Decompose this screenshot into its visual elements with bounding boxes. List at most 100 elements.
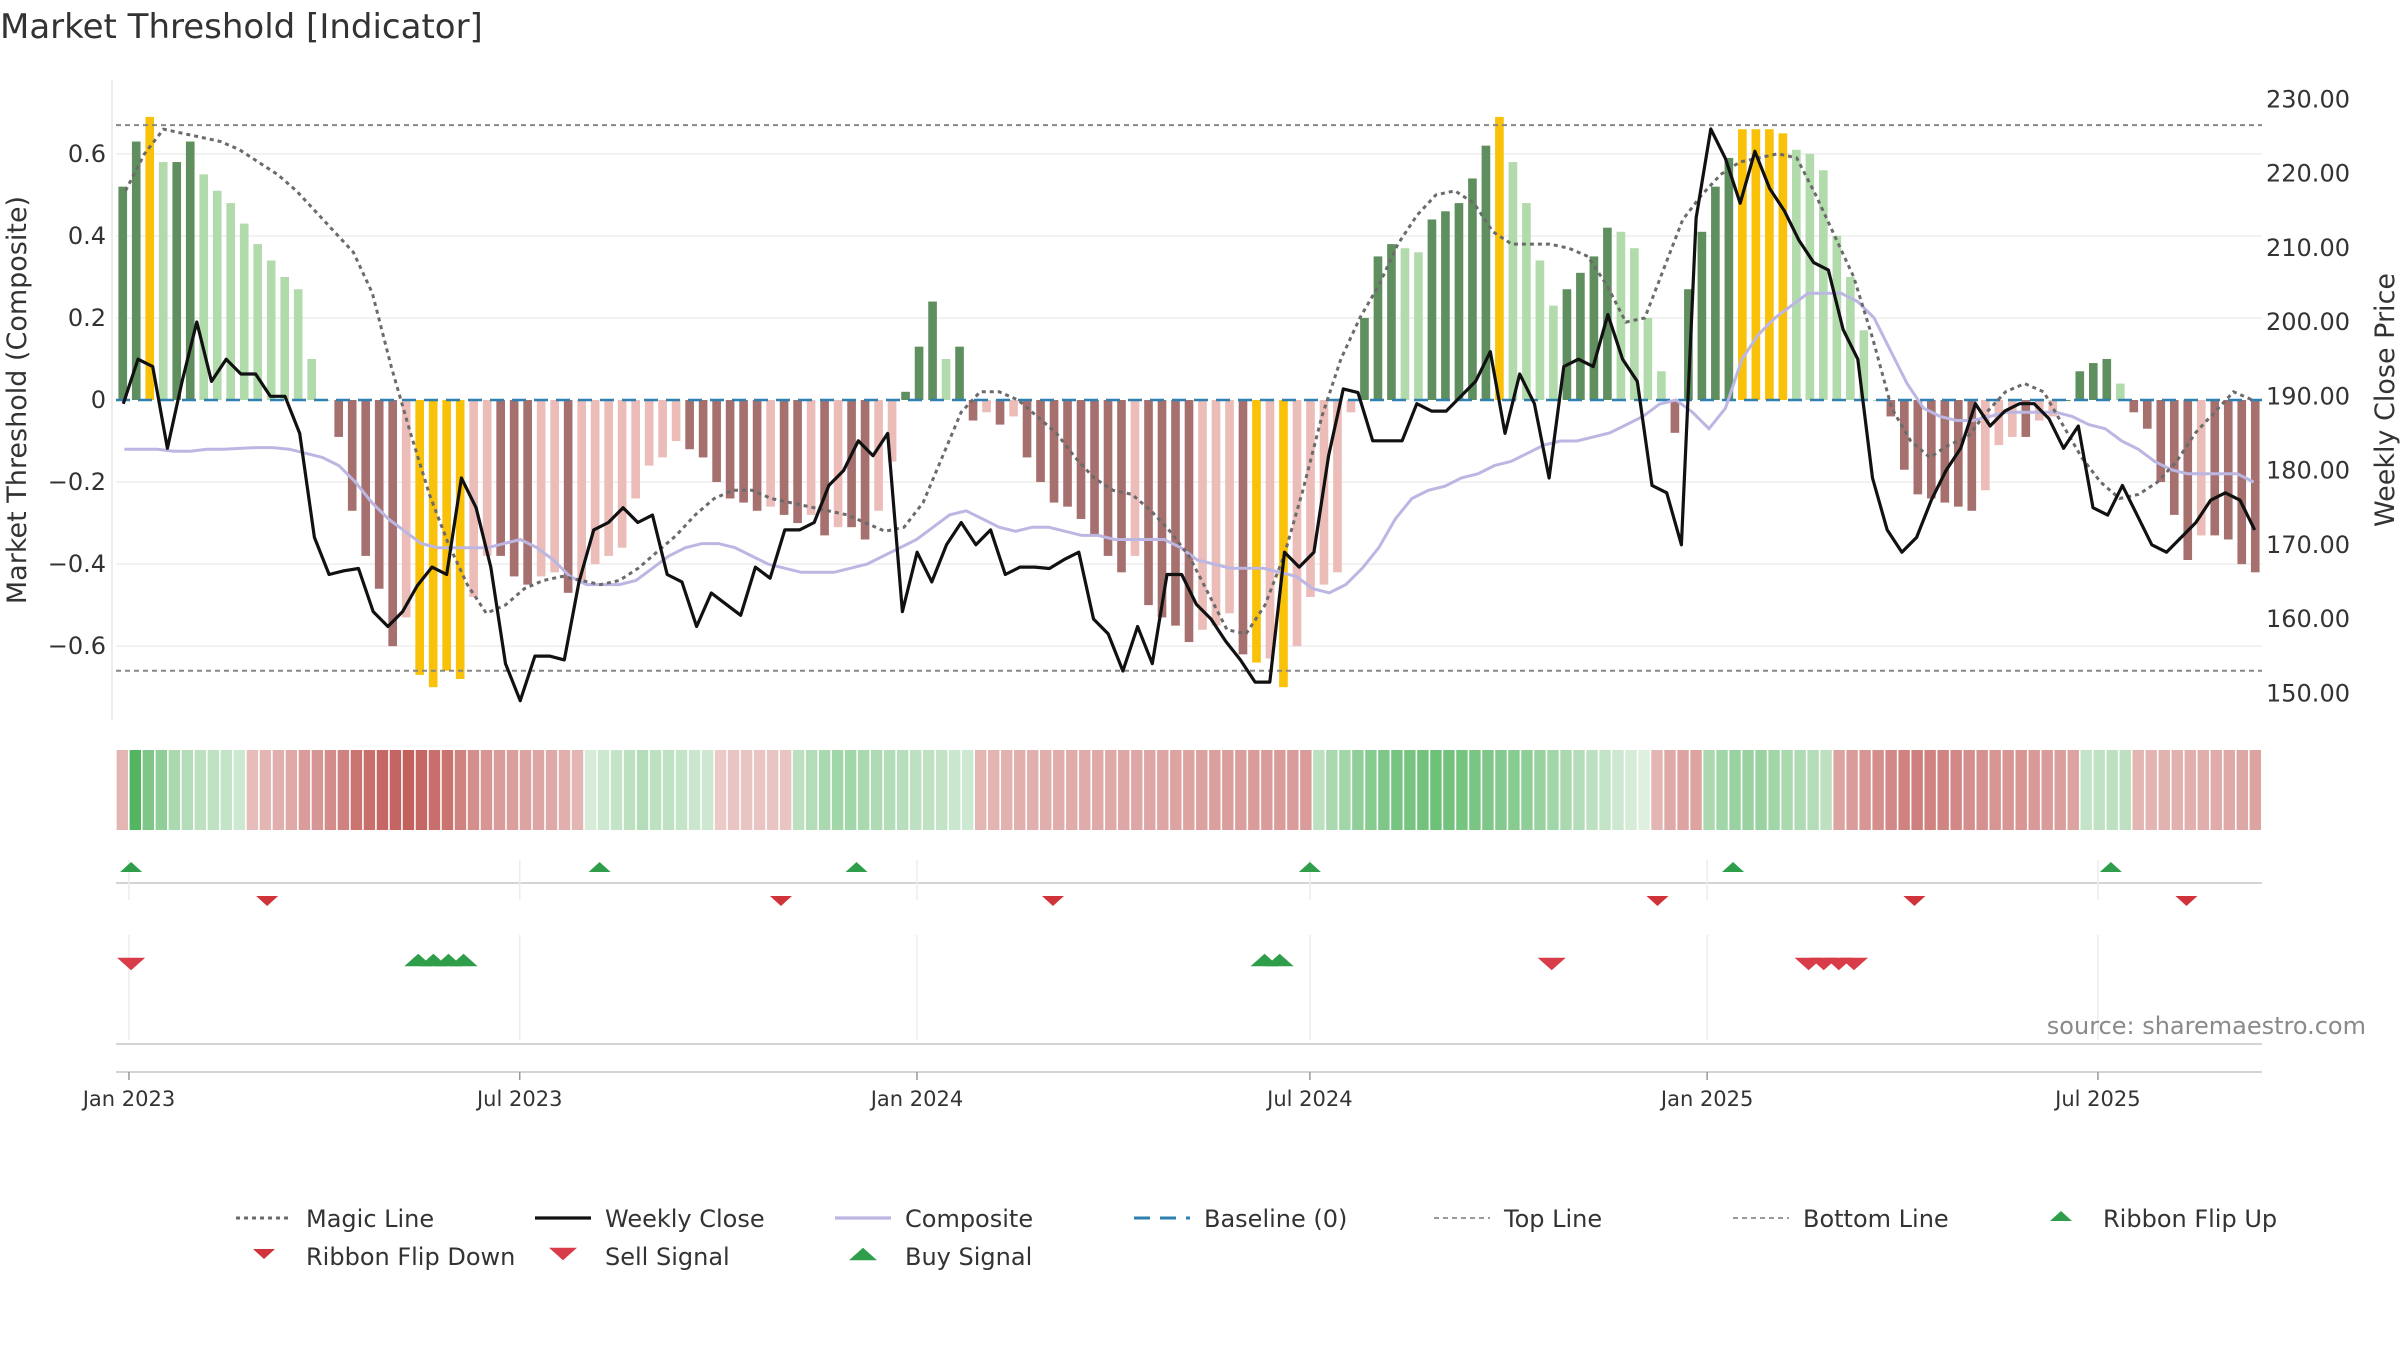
composite-bar: [631, 400, 640, 499]
right-axis-label: Weekly Close Price: [2370, 273, 2400, 527]
ribbon-cell: [1742, 750, 1754, 830]
composite-bar: [199, 174, 209, 400]
ribbon-cell: [1612, 750, 1624, 830]
ribbon-cell: [909, 750, 922, 830]
composite-bar: [401, 400, 411, 618]
ribbon-cell: [701, 750, 714, 830]
ribbon-cell: [1469, 750, 1481, 830]
composite-bar: [293, 289, 303, 400]
composite-bar: [145, 116, 155, 400]
ribbon-cell: [1664, 750, 1676, 830]
ribbon-flip-down-marker: [1646, 896, 1669, 906]
ribbon-cell: [922, 750, 935, 830]
x-tick-label: Jan 2025: [1659, 1087, 1754, 1111]
ribbon-flip-up-marker: [1722, 862, 1745, 872]
ribbon-cell: [1716, 750, 1728, 830]
left-tick-label: −0.6: [48, 632, 106, 660]
legend-label: Baseline (0): [1204, 1205, 1347, 1233]
legend-item: Baseline (0): [1134, 1205, 1347, 1233]
composite-bar: [644, 400, 654, 466]
composite-bar: [469, 400, 478, 597]
ribbon-cell: [831, 750, 844, 830]
ribbon-cell: [1456, 750, 1468, 830]
composite-bar: [2102, 358, 2112, 400]
composite-bar: [1306, 400, 1315, 597]
composite-bar: [806, 400, 816, 515]
left-tick-label: 0: [91, 386, 106, 414]
ribbon-cell: [1781, 750, 1793, 830]
legend-swatch: [253, 1249, 275, 1259]
ribbon-cell: [1066, 750, 1078, 830]
ribbon-cell: [1118, 750, 1130, 830]
ribbon-cell: [844, 750, 857, 830]
ribbon-cell: [1053, 750, 1065, 830]
legend-label: Top Line: [1503, 1205, 1602, 1233]
composite-bar: [1846, 276, 1855, 400]
composite-bar: [1022, 400, 1032, 458]
ribbon-cell: [1521, 750, 1533, 830]
left-axis-ticks: 0.6 0.4 0.2 0 −0.2 −0.4 −0.6: [48, 140, 106, 660]
ribbon-cell: [1729, 750, 1741, 830]
ribbon-cell: [753, 750, 766, 830]
ribbon-cell: [1079, 750, 1091, 830]
ribbon-cell: [896, 750, 909, 830]
composite-bar: [1265, 400, 1275, 659]
ribbon-cell: [2210, 750, 2222, 830]
legend-label: Buy Signal: [905, 1243, 1032, 1271]
composite-bar: [1859, 330, 1869, 400]
ribbon-cell: [1755, 750, 1767, 830]
ribbon-cell: [714, 750, 727, 830]
legend-label: Composite: [905, 1205, 1033, 1233]
ribbon-cell: [1807, 750, 1819, 830]
legend-item: Buy Signal: [849, 1243, 1032, 1271]
composite-bar: [860, 400, 870, 540]
ribbon-cell: [805, 750, 818, 830]
ribbon-flip-down-marker: [2175, 896, 2198, 906]
composite-bar: [1684, 289, 1693, 400]
signal-panels: [116, 860, 2262, 1073]
ribbon-cell: [1651, 750, 1663, 830]
composite-bar: [1063, 400, 1072, 507]
composite-bar: [2237, 400, 2247, 565]
composite-bar: [455, 400, 465, 679]
ribbon-cell: [727, 750, 740, 830]
composite-bar: [1508, 162, 1518, 400]
ribbon-cell: [584, 750, 597, 830]
composite-bar: [2142, 400, 2152, 429]
composite-bar: [536, 400, 546, 577]
ribbon-cell: [207, 750, 220, 830]
ribbon-cell: [129, 750, 142, 830]
left-tick-label: 0.2: [68, 304, 106, 332]
ribbon-cell: [1638, 750, 1650, 830]
ribbon-cell: [194, 750, 207, 830]
ribbon-cell: [1443, 750, 1455, 830]
composite-bar: [2250, 400, 2260, 573]
composite-bar: [941, 358, 951, 400]
legend-swatch: [2050, 1211, 2072, 1221]
ribbon-cell: [2119, 750, 2131, 830]
composite-bar: [1980, 400, 1990, 491]
ribbon-cell: [285, 750, 298, 830]
ribbon-cell: [298, 750, 311, 830]
right-tick-label: 180.00: [2266, 457, 2350, 485]
ribbon-cell: [415, 750, 428, 830]
ribbon-cell: [1196, 750, 1208, 830]
ribbon-cell: [493, 750, 506, 830]
composite-bar: [185, 141, 195, 401]
ribbon-cell: [1222, 750, 1234, 830]
ribbon-cell: [1365, 750, 1377, 830]
composite-bar: [847, 400, 856, 528]
ribbon-cell: [233, 750, 246, 830]
composite-bar: [361, 400, 371, 556]
ribbon-cell: [181, 750, 194, 830]
composite-bar: [766, 400, 775, 507]
composite-bar: [1117, 400, 1126, 573]
ribbon-cell: [246, 750, 259, 830]
composite-bar: [496, 400, 505, 556]
ribbon-cell: [1313, 750, 1325, 830]
ribbon-cell: [1326, 750, 1338, 830]
ribbon-cell: [363, 750, 376, 830]
composite-bar: [1994, 400, 2004, 446]
ribbon-cell: [636, 750, 649, 830]
ribbon-cell: [1209, 750, 1221, 830]
